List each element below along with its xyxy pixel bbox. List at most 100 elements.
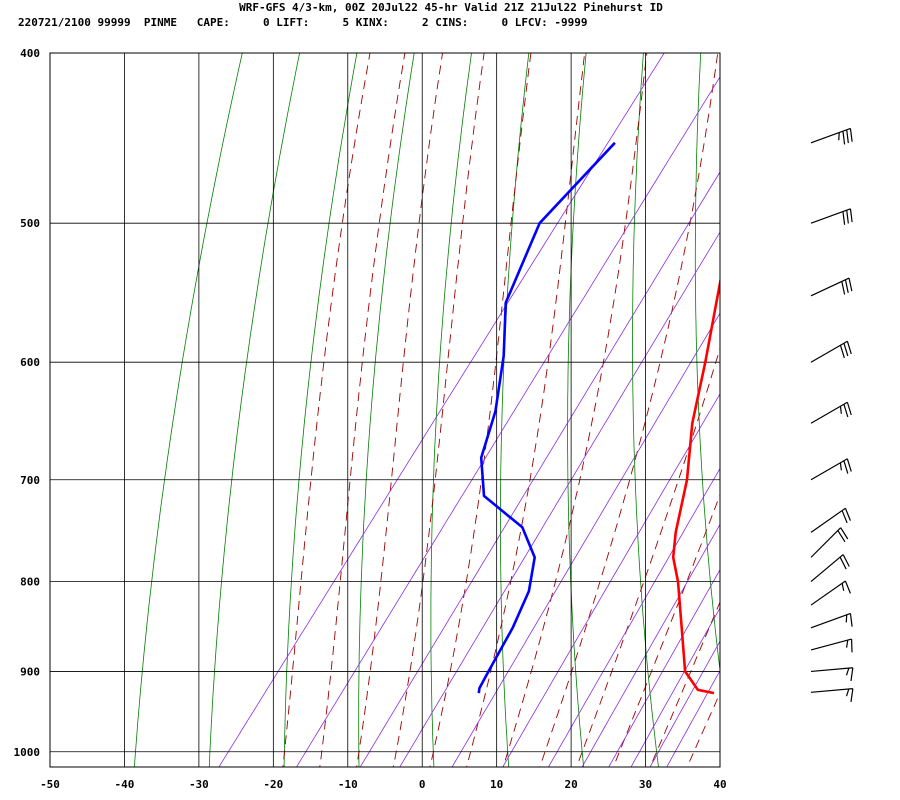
moist-adiabat — [649, 600, 720, 767]
moist-adiabat — [319, 53, 406, 767]
moist-adiabat — [392, 53, 485, 767]
mixing-ratio-line — [630, 607, 720, 767]
wind-barb — [810, 688, 854, 702]
wind-barb — [810, 527, 849, 558]
wind-barb — [810, 340, 852, 363]
wind-barb — [810, 554, 850, 583]
dry-adiabat — [756, 53, 812, 789]
dry-adiabat — [694, 53, 720, 674]
y-tick-label: 400 — [20, 47, 40, 60]
moist-adiabat — [356, 53, 443, 767]
y-tick-label: 1000 — [14, 746, 41, 759]
mixing-ratio-line — [218, 53, 665, 767]
x-tick-label: -10 — [338, 778, 358, 791]
wind-barb-feather — [846, 210, 849, 224]
x-tick-label: -50 — [40, 778, 60, 791]
moist-adiabat — [576, 346, 720, 767]
wind-barb-feather — [839, 556, 847, 570]
wind-barb — [810, 580, 851, 606]
wind-barb-feather — [842, 131, 846, 145]
background-lines — [133, 53, 900, 789]
wind-barb — [810, 667, 854, 682]
wind-barb-staff — [810, 688, 853, 693]
dewpoint-profile-line — [477, 141, 616, 694]
wind-barb-feather — [843, 460, 849, 474]
wind-barb-staff — [810, 507, 846, 533]
dry-adiabat — [632, 53, 659, 767]
wind-barb-feather — [849, 613, 853, 627]
x-tick-label: 30 — [639, 778, 652, 791]
wind-barb-feather — [839, 406, 842, 414]
dry-adiabat — [430, 53, 472, 767]
moist-adiabat — [612, 493, 720, 767]
chart-stats-line: 220721/2100 99999 PINME CAPE: 0 LIFT: 5 … — [18, 16, 588, 29]
wind-barb-feather — [839, 462, 842, 471]
wind-barb-feather — [844, 508, 851, 521]
wind-barb-feather — [843, 343, 849, 357]
dry-adiabat — [283, 53, 358, 767]
wind-barb-feather — [846, 341, 852, 355]
y-tick-label: 900 — [20, 665, 40, 678]
mixing-ratio-line — [451, 312, 720, 767]
wind-barb-staff — [810, 401, 848, 424]
x-tick-label: 20 — [564, 778, 577, 791]
sounding-profiles — [477, 141, 720, 695]
dry-adiabat — [358, 53, 415, 767]
temperature-profile-line — [671, 276, 720, 695]
x-tick-label: 10 — [490, 778, 503, 791]
moist-adiabat — [429, 53, 532, 767]
wind-barb-staff — [810, 527, 842, 558]
wind-barb-feather — [846, 402, 852, 416]
x-tick-label: 40 — [713, 778, 726, 791]
mixing-ratio-line — [547, 467, 720, 767]
wind-barb-staff — [810, 554, 844, 583]
wind-barb-staff — [810, 612, 851, 629]
wind-barb-staff — [810, 208, 851, 224]
mixing-ratio-line — [359, 171, 720, 767]
wind-barb-feather — [844, 279, 849, 293]
moist-adiabat — [539, 53, 719, 767]
dry-adiabat — [567, 53, 587, 767]
wind-barb-feather — [849, 208, 853, 223]
wind-barb — [810, 458, 852, 481]
mixing-ratio-line — [296, 76, 720, 767]
wind-barb-feather — [850, 667, 854, 682]
wind-barb-feather — [841, 510, 848, 524]
wind-barb-staff — [810, 127, 851, 144]
wind-barb-feather — [848, 277, 853, 292]
mixing-ratio-line — [666, 669, 720, 767]
moist-adiabat — [282, 53, 371, 767]
y-tick-label: 500 — [20, 217, 40, 230]
mixing-ratio-line — [399, 231, 720, 767]
moist-adiabat — [502, 53, 648, 767]
wind-barb-staff — [810, 340, 848, 363]
wind-barb — [810, 277, 853, 297]
y-tick-label: 700 — [20, 474, 40, 487]
wind-barb — [810, 208, 853, 225]
wind-barb-feather — [841, 281, 846, 295]
chart-title: WRF-GFS 4/3-km, 00Z 20Jul22 45-hr Valid … — [239, 1, 663, 14]
wind-barbs-column — [810, 127, 854, 702]
wind-barb — [810, 401, 852, 424]
moist-adiabat — [714, 53, 900, 789]
moist-adiabat — [466, 53, 586, 767]
wind-barb-feather — [839, 345, 845, 359]
mixing-ratio-line — [502, 393, 720, 767]
wind-barb-feather — [842, 554, 850, 567]
x-tick-label: 0 — [419, 778, 426, 791]
wind-barb-feather — [842, 211, 846, 225]
mixing-ratio-line — [608, 568, 720, 767]
y-tick-label: 600 — [20, 356, 40, 369]
wind-barb-feather — [846, 129, 849, 144]
x-tick-label: -30 — [189, 778, 209, 791]
wind-barb-feather — [849, 128, 853, 142]
wind-barb-feather — [846, 640, 849, 648]
moist-adiabat — [686, 691, 720, 767]
wind-barb-staff — [810, 638, 852, 651]
wind-barb-feather — [841, 583, 845, 591]
wind-barb-feather — [850, 688, 854, 702]
dry-adiabat — [133, 53, 243, 767]
wind-barb-feather — [846, 458, 852, 472]
wind-barb — [810, 638, 853, 653]
wind-barb — [810, 507, 851, 533]
